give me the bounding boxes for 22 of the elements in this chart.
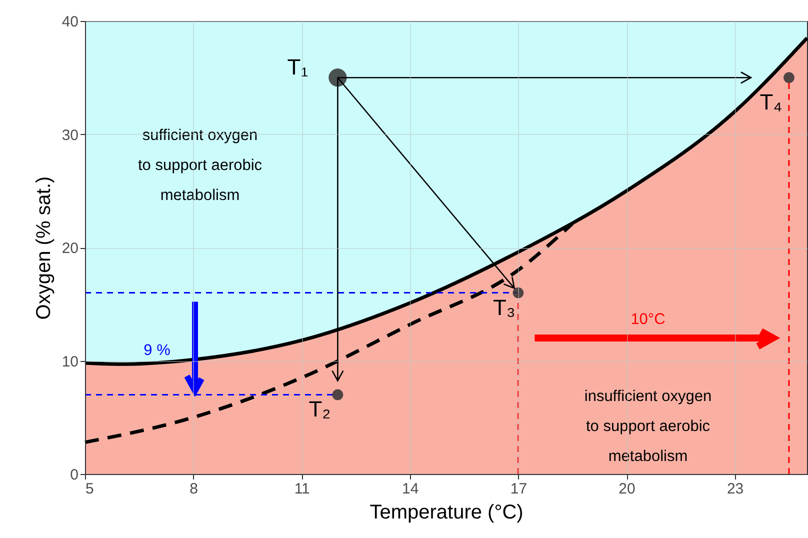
- x-tick-label: 14: [402, 480, 419, 498]
- annotation: 9 %: [144, 342, 171, 359]
- y-tick-label: 10: [62, 353, 78, 370]
- annotation: 10°C: [630, 311, 666, 328]
- x-tick-label: 11: [294, 480, 310, 498]
- annotation: sufficient oxygen to support aerobic metabolism: [138, 127, 262, 204]
- annotation: T₄: [760, 90, 782, 115]
- y-tick-label: 30: [62, 126, 78, 144]
- y-tick-label: 0: [70, 466, 78, 484]
- x-tick-label: 23: [726, 480, 744, 498]
- y-axis-title: Oxygen (% sat.): [32, 176, 55, 320]
- annotation: T₃: [492, 294, 516, 320]
- x-tick-label: 8: [190, 480, 198, 498]
- y-tick-label: 20: [62, 240, 78, 257]
- x-tick-label: 17: [510, 480, 528, 498]
- annotation: T₁: [287, 54, 308, 80]
- x-axis-title: Temperature (°C): [370, 502, 524, 524]
- annotation: insufficient oxygen to support aerobic metabolism: [584, 388, 712, 465]
- y-tick-label: 40: [62, 14, 78, 30]
- x-tick-label: 5: [86, 480, 94, 498]
- x-tick-label: 20: [618, 480, 636, 498]
- annotation: T₂: [308, 396, 331, 422]
